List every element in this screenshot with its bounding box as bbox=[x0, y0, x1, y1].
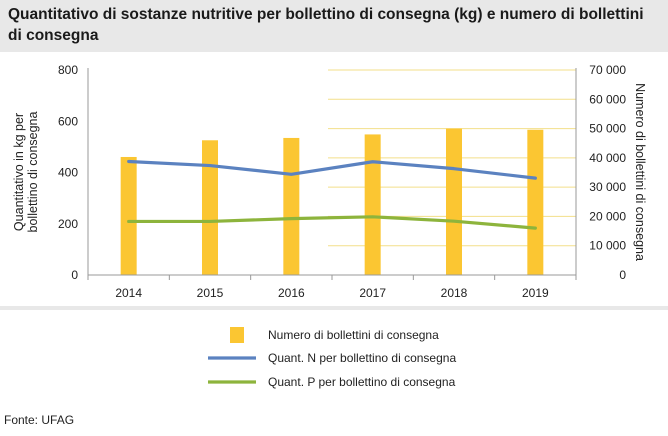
legend-label: Quant. P per bollettino di consegna bbox=[268, 375, 456, 389]
legend-label: Numero di bollettini di consegna bbox=[268, 328, 439, 342]
y-right-tick-label: 40 000 bbox=[589, 151, 626, 165]
bar bbox=[202, 140, 218, 275]
x-tick-label: 2014 bbox=[115, 286, 142, 300]
tick-labels: 0 200 400 600 800 0 10 000 20 000 30 000 40 000 50… bbox=[58, 63, 626, 300]
bar bbox=[527, 129, 544, 275]
x-tick-label: 2019 bbox=[522, 286, 549, 300]
bar bbox=[446, 128, 462, 275]
y-left-tick-label: 200 bbox=[58, 217, 78, 231]
y-right-tick-label: 50 000 bbox=[589, 122, 626, 136]
source-note: Fonte: UFAG bbox=[4, 413, 75, 427]
bar bbox=[364, 134, 381, 275]
legend-label: Quant. N per bollettino di consegna bbox=[268, 351, 456, 365]
axis-title-line: Numero di bollettini di consegna bbox=[633, 83, 647, 261]
x-tick-label: 2017 bbox=[359, 286, 386, 300]
x-tick-label: 2018 bbox=[441, 286, 468, 300]
chart-svg: 0 200 400 600 800 0 10 000 20 000 30 000 40 000 50… bbox=[12, 63, 647, 389]
axis-title-line: bollettino di consegna bbox=[26, 111, 40, 232]
x-tick-label: 2015 bbox=[197, 286, 224, 300]
bars bbox=[120, 128, 544, 275]
y-left-tick-label: 0 bbox=[71, 268, 78, 282]
y-right-tick-label: 20 000 bbox=[589, 209, 626, 223]
y-right-tick-label: 60 000 bbox=[589, 92, 626, 106]
y-left-tick-label: 600 bbox=[58, 114, 78, 128]
plot-panel bbox=[0, 52, 668, 306]
y-left-tick-label: 800 bbox=[58, 63, 78, 77]
bar bbox=[283, 137, 300, 275]
y-axis-right-title: Numero di bollettini di consegna bbox=[633, 83, 647, 261]
series-line bbox=[127, 215, 537, 230]
axis-title-line: Quantitativo in kg per bbox=[12, 113, 26, 231]
legend: Numero di bollettini di consegna Quant. N… bbox=[208, 327, 456, 389]
y-left-tick-label: 400 bbox=[58, 166, 78, 180]
y-right-tick-label: 10 000 bbox=[589, 239, 626, 253]
y-right-tick-label: 70 000 bbox=[589, 63, 626, 77]
x-tick-label: 2016 bbox=[278, 286, 305, 300]
axes bbox=[87, 68, 577, 280]
lines bbox=[127, 159, 537, 230]
y-axis-left-title: Quantitativo in kg perbollettino di cons… bbox=[12, 111, 40, 232]
chart-title: Quantitativo di sostanze nutritive per b… bbox=[8, 6, 644, 44]
y-right-tick-label: 0 bbox=[619, 268, 626, 282]
y-right-tick-label: 30 000 bbox=[589, 180, 626, 194]
legend-panel bbox=[0, 310, 668, 408]
legend-swatch-bars bbox=[230, 327, 244, 343]
series-line bbox=[127, 159, 537, 180]
chart-figure: Quantitativo di sostanze nutritive per b… bbox=[0, 0, 668, 408]
bar bbox=[120, 156, 137, 275]
